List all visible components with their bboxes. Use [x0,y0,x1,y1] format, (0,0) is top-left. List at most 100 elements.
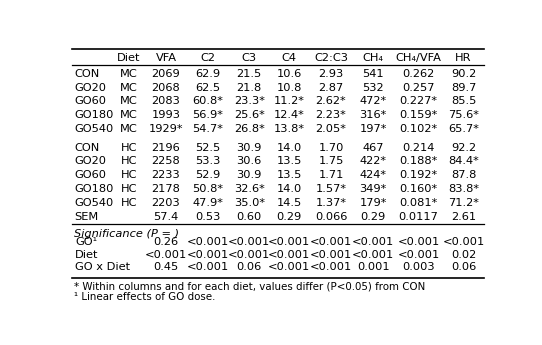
Text: 0.003: 0.003 [402,262,435,272]
Text: 60.8*: 60.8* [192,97,223,107]
Text: <0.001: <0.001 [268,237,311,247]
Text: 0.26: 0.26 [153,237,178,247]
Text: <0.001: <0.001 [187,262,229,272]
Text: <0.001: <0.001 [397,249,440,259]
Text: 0.159*: 0.159* [399,110,437,120]
Text: <0.001: <0.001 [187,237,229,247]
Text: GO20: GO20 [74,83,106,93]
Text: ¹ Linear effects of GO dose.: ¹ Linear effects of GO dose. [74,292,215,302]
Text: 62.5: 62.5 [196,83,221,93]
Text: CON: CON [74,143,99,153]
Text: <0.001: <0.001 [228,249,270,259]
Text: 0.227*: 0.227* [399,97,437,107]
Text: 0.001: 0.001 [357,262,390,272]
Text: HC: HC [120,143,137,153]
Text: 85.5: 85.5 [451,97,476,107]
Text: 21.5: 21.5 [236,69,262,79]
Text: 1.37*: 1.37* [315,198,346,208]
Text: <0.001: <0.001 [228,237,270,247]
Text: 2203: 2203 [152,198,180,208]
Text: 87.8: 87.8 [451,170,476,180]
Text: * Within columns and for each diet, values differ (P<0.05) from CON: * Within columns and for each diet, valu… [74,281,425,291]
Text: GO60: GO60 [74,170,106,180]
Text: C4: C4 [282,53,296,63]
Text: 35.0*: 35.0* [234,198,264,208]
Text: Significance (P = ): Significance (P = ) [74,229,179,239]
Text: CON: CON [74,69,99,79]
Text: 422*: 422* [360,157,387,167]
Text: <0.001: <0.001 [268,249,311,259]
Text: 2.05*: 2.05* [315,124,346,134]
Text: <0.001: <0.001 [442,237,485,247]
Text: 52.5: 52.5 [196,143,221,153]
Text: 0.06: 0.06 [451,262,476,272]
Text: MC: MC [120,110,138,120]
Text: 1929*: 1929* [149,124,183,134]
Text: 12.4*: 12.4* [274,110,305,120]
Text: 65.7*: 65.7* [448,124,479,134]
Text: <0.001: <0.001 [310,262,352,272]
Text: 32.6*: 32.6* [234,184,264,194]
Text: 2068: 2068 [152,83,180,93]
Text: VFA: VFA [156,53,177,63]
Text: 2.93: 2.93 [318,69,344,79]
Text: 13.8*: 13.8* [274,124,305,134]
Text: MC: MC [120,124,138,134]
Text: 2083: 2083 [152,97,180,107]
Text: HC: HC [120,157,137,167]
Text: 0.60: 0.60 [236,212,262,222]
Text: 47.9*: 47.9* [192,198,223,208]
Text: 541: 541 [363,69,384,79]
Text: 30.6: 30.6 [236,157,262,167]
Text: 83.8*: 83.8* [448,184,479,194]
Text: 62.9: 62.9 [196,69,221,79]
Text: 0.081*: 0.081* [399,198,437,208]
Text: 14.0: 14.0 [276,184,302,194]
Text: 0.192*: 0.192* [399,170,437,180]
Text: GO x Diet: GO x Diet [75,262,131,272]
Text: 1.57*: 1.57* [315,184,346,194]
Text: CH₄: CH₄ [363,53,384,63]
Text: 349*: 349* [360,184,387,194]
Text: 84.4*: 84.4* [448,157,479,167]
Text: 13.5: 13.5 [276,170,302,180]
Text: 26.8*: 26.8* [234,124,264,134]
Text: 467: 467 [363,143,384,153]
Text: 71.2*: 71.2* [448,198,479,208]
Text: GO180: GO180 [74,110,113,120]
Text: 10.6: 10.6 [276,69,302,79]
Text: 2.87: 2.87 [318,83,344,93]
Text: HR: HR [455,53,472,63]
Text: 2233: 2233 [152,170,180,180]
Text: <0.001: <0.001 [310,237,352,247]
Text: 57.4: 57.4 [153,212,179,222]
Text: 75.6*: 75.6* [448,110,479,120]
Text: 92.2: 92.2 [451,143,476,153]
Text: <0.001: <0.001 [268,262,311,272]
Text: GO540: GO540 [74,124,113,134]
Text: C2:C3: C2:C3 [314,53,348,63]
Text: 0.160*: 0.160* [399,184,437,194]
Text: 532: 532 [363,83,384,93]
Text: 11.2*: 11.2* [274,97,305,107]
Text: <0.001: <0.001 [352,249,395,259]
Text: 13.5: 13.5 [276,157,302,167]
Text: 2178: 2178 [152,184,180,194]
Text: HC: HC [120,170,137,180]
Text: 30.9: 30.9 [236,170,262,180]
Text: <0.001: <0.001 [187,249,229,259]
Text: <0.001: <0.001 [145,249,187,259]
Text: 30.9: 30.9 [236,143,262,153]
Text: Diet: Diet [117,53,140,63]
Text: 472*: 472* [360,97,387,107]
Text: 2196: 2196 [152,143,180,153]
Text: 21.8: 21.8 [236,83,262,93]
Text: 0.29: 0.29 [276,212,302,222]
Text: 2.61: 2.61 [451,212,476,222]
Text: SEM: SEM [74,212,98,222]
Text: 0.066: 0.066 [315,212,347,222]
Text: 52.9: 52.9 [196,170,221,180]
Text: 0.29: 0.29 [360,212,386,222]
Text: <0.001: <0.001 [310,249,352,259]
Text: 0.02: 0.02 [451,249,476,259]
